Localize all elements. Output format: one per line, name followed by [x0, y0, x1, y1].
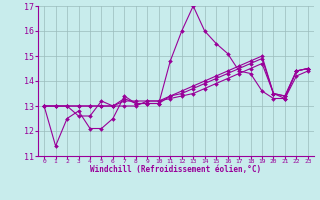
X-axis label: Windchill (Refroidissement éolien,°C): Windchill (Refroidissement éolien,°C) — [91, 165, 261, 174]
